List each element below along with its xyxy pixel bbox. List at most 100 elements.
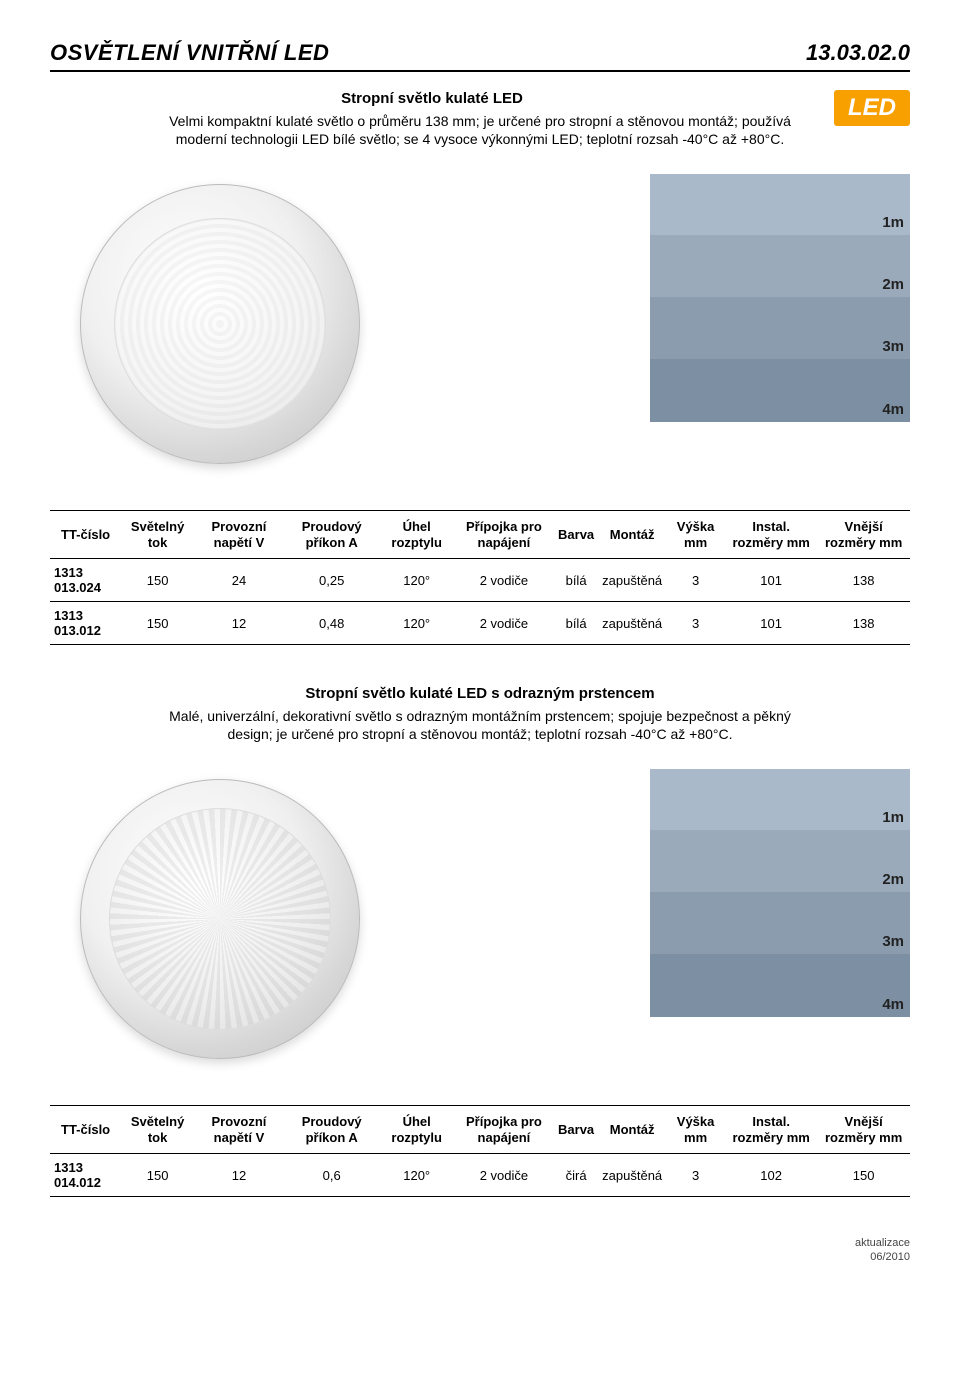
lamp-icon [80,184,360,464]
footer-label: aktualizace [50,1237,910,1250]
th-montaz: Montáž [598,1106,666,1154]
cell-color: bílá [554,602,598,645]
cell-outer: 138 [817,559,910,602]
cell-lumen: 150 [121,559,194,602]
th-barva: Barva [554,1106,598,1154]
product-image-2 [50,769,390,1069]
table-header-row: TT-číslo Světelný tok Provozní napětí V … [50,511,910,559]
cell-angle: 120° [380,602,454,645]
th-uhel: Úhel rozptylu [380,1106,454,1154]
cell-conn: 2 vodiče [454,559,554,602]
cell-angle: 120° [380,1154,454,1197]
beam-diagram-2: 1m 2m 3m 4m [650,769,910,1017]
cell-color: bílá [554,559,598,602]
beam-row: 1m [650,769,910,831]
cell-h: 3 [666,559,725,602]
beam-row: 1m [650,174,910,236]
beam-label: 3m [882,338,904,355]
spec-table-2: TT-číslo Světelný tok Provozní napětí V … [50,1105,910,1197]
th-provozni: Provozní napětí V [194,511,284,559]
cell-lumen: 150 [121,1154,194,1197]
cell-outer: 150 [817,1154,910,1197]
th-vnejsi: Vnější rozměry mm [817,511,910,559]
cell-code: 1313 013.024 [50,559,121,602]
page-code: 13.03.02.0 [806,40,910,66]
th-vyska: Výška mm [666,511,725,559]
beam-label: 3m [882,933,904,950]
cell-volt: 12 [194,1154,284,1197]
beam-label: 2m [882,871,904,888]
th-provozni: Provozní napětí V [194,1106,284,1154]
th-instal: Instal. rozměry mm [725,1106,817,1154]
cell-lumen: 150 [121,602,194,645]
section2-intro: Stropní světlo kulaté LED s odrazným prs… [50,685,910,749]
cell-code: 1313 013.012 [50,602,121,645]
beam-row: 2m [650,831,910,893]
footer-date: 06/2010 [50,1251,910,1264]
beam-label: 1m [882,214,904,231]
beam-label: 1m [882,809,904,826]
th-instal: Instal. rozměry mm [725,511,817,559]
th-vnejsi: Vnější rozměry mm [817,1106,910,1154]
beam-row: 2m [650,236,910,298]
lamp-reflector-icon [109,808,331,1030]
beam-row: 4m [650,360,910,422]
footer-update: aktualizace 06/2010 [50,1237,910,1263]
cell-mount: zapuštěná [598,602,666,645]
cell-code: 1313 014.012 [50,1154,121,1197]
cell-conn: 2 vodiče [454,602,554,645]
table-row: 1313 013.012 150 12 0,48 120° 2 vodiče b… [50,602,910,645]
th-uhel: Úhel rozptylu [380,511,454,559]
cell-h: 3 [666,1154,725,1197]
cell-conn: 2 vodiče [454,1154,554,1197]
section2-images: 1m 2m 3m 4m [50,769,910,1069]
beam-label: 4m [882,401,904,418]
section1-intro: LED Stropní světlo kulaté LED Velmi komp… [50,90,910,154]
cell-volt: 12 [194,602,284,645]
beam-label: 2m [882,276,904,293]
cell-inst: 101 [725,559,817,602]
lamp-icon [80,779,360,1059]
th-montaz: Montáž [598,511,666,559]
cell-angle: 120° [380,559,454,602]
section2-desc: Malé, univerzální, dekorativní světlo s … [150,708,810,743]
product-image-1 [50,174,390,474]
th-ttcislo: TT-číslo [50,1106,121,1154]
cell-volt: 24 [194,559,284,602]
cell-amp: 0,25 [284,559,380,602]
th-proudovy: Proudový příkon A [284,1106,380,1154]
page-header: OSVĚTLENÍ VNITŘNÍ LED 13.03.02.0 [50,40,910,72]
table-row: 1313 013.024 150 24 0,25 120° 2 vodiče b… [50,559,910,602]
section1-images: 1m 2m 3m 4m [50,174,910,474]
section1-desc: Velmi kompaktní kulaté světlo o průměru … [150,113,810,148]
section2-title: Stropní světlo kulaté LED s odrazným prs… [50,685,910,702]
cell-h: 3 [666,602,725,645]
beam-row: 3m [650,298,910,360]
th-vyska: Výška mm [666,1106,725,1154]
cell-amp: 0,6 [284,1154,380,1197]
page-title: OSVĚTLENÍ VNITŘNÍ LED [50,40,329,66]
th-svetelny: Světelný tok [121,1106,194,1154]
spec-table-1: TT-číslo Světelný tok Provozní napětí V … [50,510,910,645]
cell-inst: 101 [725,602,817,645]
th-ttcislo: TT-číslo [50,511,121,559]
cell-outer: 138 [817,602,910,645]
table-row: 1313 014.012 150 12 0,6 120° 2 vodiče či… [50,1154,910,1197]
lamp-lens-icon [114,218,325,429]
beam-diagram-1: 1m 2m 3m 4m [650,174,910,422]
beam-row: 4m [650,955,910,1017]
led-badge: LED [834,90,910,126]
th-pripojka: Přípojka pro napájení [454,511,554,559]
cell-amp: 0,48 [284,602,380,645]
cell-mount: zapuštěná [598,559,666,602]
th-barva: Barva [554,511,598,559]
th-svetelny: Světelný tok [121,511,194,559]
cell-color: čirá [554,1154,598,1197]
table-header-row: TT-číslo Světelný tok Provozní napětí V … [50,1106,910,1154]
beam-row: 3m [650,893,910,955]
th-pripojka: Přípojka pro napájení [454,1106,554,1154]
beam-label: 4m [882,996,904,1013]
cell-mount: zapuštěná [598,1154,666,1197]
th-proudovy: Proudový příkon A [284,511,380,559]
section1-title: Stropní světlo kulaté LED [50,90,910,107]
